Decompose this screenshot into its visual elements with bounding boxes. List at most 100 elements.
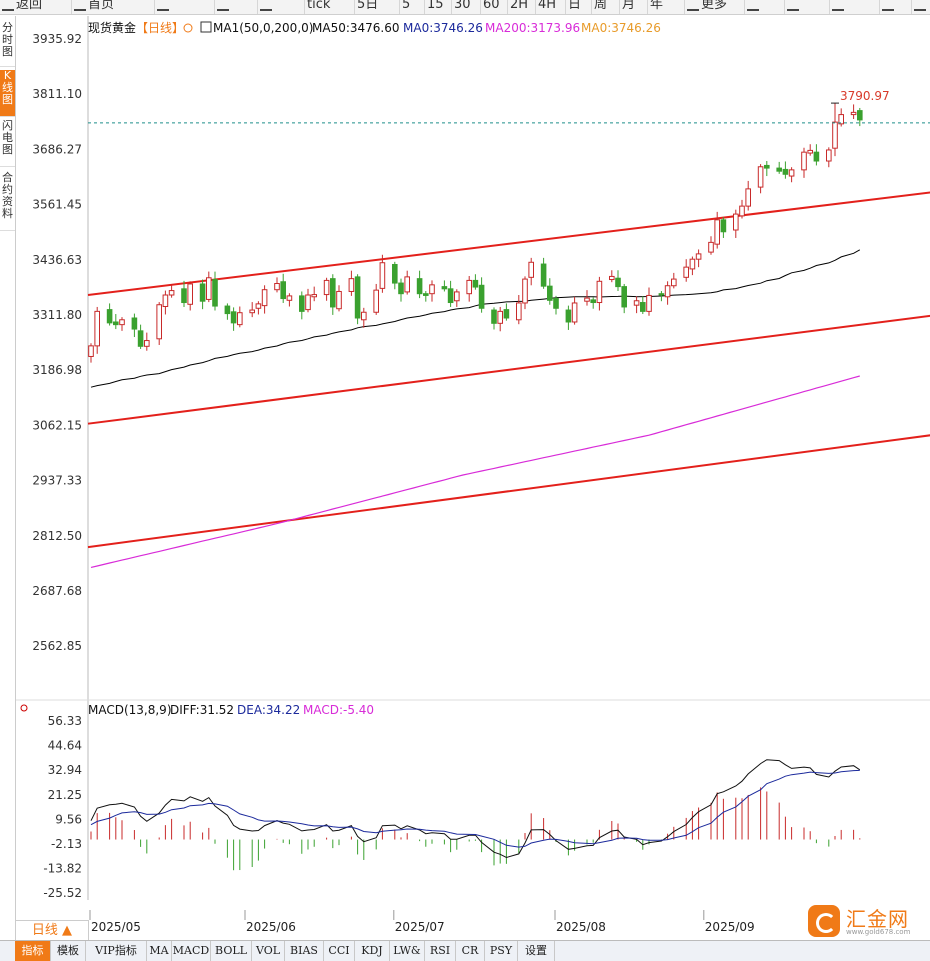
indicator-tab-7[interactable]: BIAS bbox=[285, 941, 324, 961]
indicator-tab-5[interactable]: BOLL bbox=[211, 941, 252, 961]
candle-78[interactable] bbox=[739, 199, 745, 219]
candle-63[interactable] bbox=[615, 270, 621, 292]
candle-52[interactable] bbox=[522, 276, 528, 310]
toolbar-item-fullscreen-icon[interactable]: fullscreen-icon bbox=[914, 0, 928, 14]
toolbar-item-btn-8[interactable]: 15 bbox=[427, 0, 444, 14]
indicator-tab-14[interactable]: 设置 bbox=[518, 941, 555, 961]
channel-line-0[interactable] bbox=[87, 191, 930, 297]
indicator-tab-0[interactable]: 指标 bbox=[15, 941, 51, 961]
candle-74[interactable] bbox=[708, 236, 714, 255]
toolbar-item-btn-11[interactable]: 2H bbox=[510, 0, 528, 14]
macd-settings-icon[interactable] bbox=[20, 704, 28, 712]
candle-87[interactable] bbox=[813, 144, 820, 166]
candle-33[interactable] bbox=[361, 307, 367, 328]
indicator-tab-12[interactable]: CR bbox=[456, 941, 485, 961]
candle-66[interactable] bbox=[640, 296, 646, 315]
candle-19[interactable] bbox=[249, 302, 255, 318]
candle-16[interactable] bbox=[224, 303, 231, 320]
candle-59[interactable] bbox=[584, 290, 590, 306]
toolbar-item-btn-15[interactable]: 月 bbox=[622, 0, 635, 14]
candle-86[interactable] bbox=[807, 144, 814, 156]
candle-70[interactable] bbox=[671, 272, 677, 289]
candle-36[interactable] bbox=[392, 261, 398, 290]
candle-57[interactable] bbox=[565, 305, 572, 330]
candle-24[interactable] bbox=[286, 293, 293, 307]
settings-icon[interactable] bbox=[183, 23, 193, 33]
candle-27[interactable] bbox=[311, 286, 317, 302]
candle-3[interactable] bbox=[113, 314, 119, 330]
toolbar-item-function-icon[interactable]: function-icon bbox=[747, 0, 761, 14]
kline-chart[interactable]: 3935.92 3811.10 3686.27 3561.45 3436.63 3311.… bbox=[0, 0, 930, 940]
side-tab-1[interactable]: K线图 bbox=[0, 70, 15, 117]
candle-29[interactable] bbox=[330, 274, 336, 315]
candle-46[interactable] bbox=[472, 274, 479, 290]
indicator-tab-6[interactable]: VOL bbox=[252, 941, 285, 961]
candle-88[interactable] bbox=[826, 147, 832, 168]
candle-83[interactable] bbox=[782, 161, 789, 179]
indicator-tab-11[interactable]: RSI bbox=[425, 941, 456, 961]
candle-54[interactable] bbox=[540, 257, 547, 289]
candle-69[interactable] bbox=[664, 281, 671, 305]
candle-35[interactable] bbox=[379, 254, 386, 293]
candle-28[interactable] bbox=[323, 277, 330, 301]
candle-12[interactable] bbox=[187, 281, 193, 311]
indicator-tab-13[interactable]: PSY bbox=[485, 941, 518, 961]
macd-diff-line[interactable] bbox=[90, 759, 861, 859]
candle-65[interactable] bbox=[633, 296, 640, 314]
candle-6[interactable] bbox=[137, 324, 144, 349]
candle-38[interactable] bbox=[404, 270, 410, 295]
toolbar-item-bar-chart-icon[interactable]: bar-chart-icon bbox=[217, 0, 231, 14]
candle-81[interactable] bbox=[764, 161, 770, 177]
candle-23[interactable] bbox=[280, 273, 286, 303]
candle-7[interactable] bbox=[144, 332, 150, 351]
candle-84[interactable] bbox=[788, 167, 795, 183]
candle-50[interactable] bbox=[503, 303, 510, 321]
toolbar-item-btn-9[interactable]: 30 bbox=[454, 0, 471, 14]
candle-13[interactable] bbox=[199, 279, 206, 310]
indicator-toggle-icon[interactable] bbox=[200, 21, 212, 33]
side-tab-0[interactable]: 分时图 bbox=[0, 22, 15, 67]
candle-79[interactable] bbox=[745, 180, 752, 211]
indicator-tab-1[interactable]: 模板 bbox=[51, 941, 86, 961]
indicator-tab-9[interactable]: KDJ bbox=[355, 941, 390, 961]
candle-26[interactable] bbox=[305, 288, 311, 313]
toolbar-item-btn-12[interactable]: 4H bbox=[538, 0, 556, 14]
candle-32[interactable] bbox=[354, 274, 361, 325]
candle-72[interactable] bbox=[689, 256, 696, 276]
candle-58[interactable] bbox=[571, 296, 578, 325]
candle-53[interactable] bbox=[528, 257, 535, 286]
candle-31[interactable] bbox=[348, 270, 355, 296]
indicator-tab-8[interactable]: CCI bbox=[324, 941, 355, 961]
toolbar-item-draw-pen-icon[interactable]: draw-pen-icon bbox=[882, 0, 896, 14]
candle-25[interactable] bbox=[299, 291, 305, 320]
ma200-line[interactable] bbox=[90, 375, 860, 568]
candle-45[interactable] bbox=[466, 275, 472, 302]
channel-line-2[interactable] bbox=[87, 434, 930, 549]
candle-5[interactable] bbox=[131, 313, 138, 338]
candle-10[interactable] bbox=[168, 284, 175, 298]
candle-47[interactable] bbox=[478, 277, 485, 313]
candle-22[interactable] bbox=[274, 277, 280, 293]
candle-55[interactable] bbox=[547, 278, 553, 305]
candle-44[interactable] bbox=[454, 289, 460, 307]
candle-41[interactable] bbox=[429, 280, 435, 302]
candle-11[interactable] bbox=[181, 280, 187, 307]
candle-82[interactable] bbox=[776, 161, 783, 174]
toolbar-item-zoom-out-icon[interactable]: zoom-out-icon bbox=[787, 0, 801, 14]
candle-34[interactable] bbox=[373, 283, 379, 315]
candle-40[interactable] bbox=[423, 291, 429, 302]
candle-1[interactable] bbox=[94, 306, 101, 354]
candle-2[interactable] bbox=[106, 303, 113, 326]
toolbar-item-btn-16[interactable]: 年 bbox=[650, 0, 663, 14]
candle-92[interactable] bbox=[857, 107, 863, 127]
candle-80[interactable] bbox=[757, 164, 764, 194]
channel-line-1[interactable] bbox=[87, 314, 930, 425]
toolbar-item-btn-14[interactable]: 周 bbox=[594, 0, 607, 14]
candle-71[interactable] bbox=[683, 259, 690, 282]
macd-dea-line[interactable] bbox=[90, 769, 860, 848]
toolbar-item-btn-13[interactable]: 日 bbox=[568, 0, 581, 14]
candle-14[interactable] bbox=[206, 271, 212, 303]
candle-43[interactable] bbox=[447, 280, 454, 307]
ma50-line[interactable] bbox=[90, 249, 861, 388]
candle-62[interactable] bbox=[609, 270, 615, 283]
